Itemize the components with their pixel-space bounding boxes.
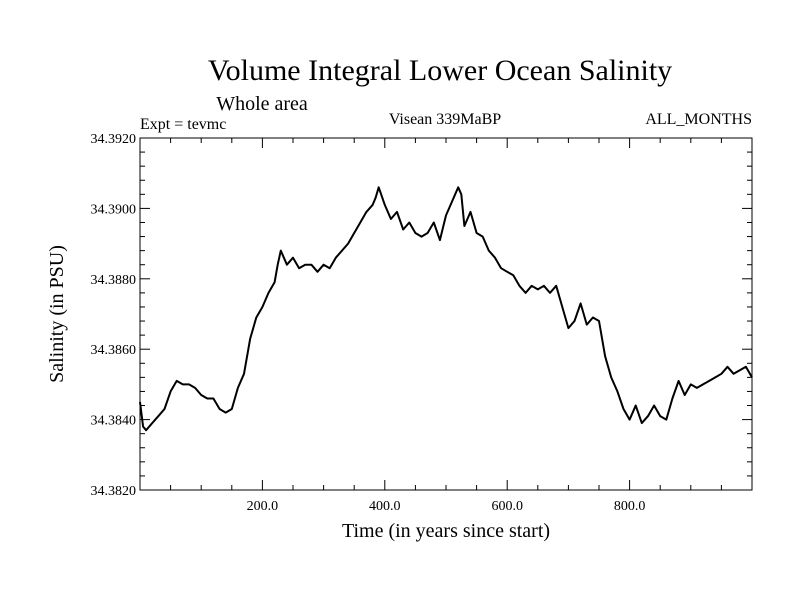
chart-subtitle: Whole area (216, 93, 308, 115)
chart-title: Volume Integral Lower Ocean Salinity (208, 54, 672, 87)
plot-frame (139, 137, 753, 491)
y-tick-label: 34.3860 (91, 343, 137, 358)
x-tick-label: 800.0 (614, 499, 646, 514)
y-axis-ticks: 34.3820 34.3840 34.3860 34.3880 34.3900 34.39… (91, 132, 752, 499)
x-axis-ticks: 200.0 400.0 600.0 800.0 (170, 138, 722, 514)
x-tick-label: 400.0 (369, 499, 401, 514)
y-tick-label: 34.3880 (91, 273, 137, 288)
y-tick-label: 34.3840 (91, 414, 137, 429)
x-axis-label: Time (in years since start) (342, 520, 550, 542)
period-label: Visean 339MaBP (389, 111, 501, 128)
series-line-salinity (139, 186, 753, 432)
y-tick-label: 34.3920 (91, 132, 137, 147)
x-tick-label: 200.0 (247, 499, 279, 514)
series-group (139, 186, 753, 432)
y-tick-label: 34.3820 (91, 484, 137, 499)
months-label: ALL_MONTHS (645, 111, 752, 128)
experiment-label: Expt = tevmc (140, 116, 226, 133)
y-axis-label: Salinity (in PSU) (46, 245, 68, 383)
y-tick-label: 34.3900 (91, 202, 137, 217)
x-tick-label: 600.0 (491, 499, 523, 514)
